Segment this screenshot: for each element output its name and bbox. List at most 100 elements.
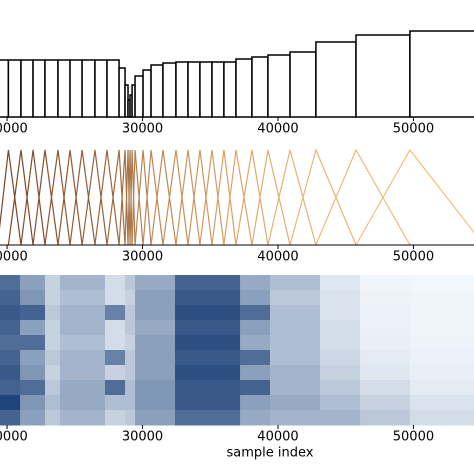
heat-cell xyxy=(44,275,61,291)
heat-cell xyxy=(0,395,21,411)
x-tick-label: 30000 xyxy=(122,250,163,265)
heat-cell xyxy=(240,290,271,306)
filter-triangle xyxy=(289,148,357,246)
x-tick-label: 40000 xyxy=(257,430,298,445)
bar xyxy=(211,61,225,118)
heat-cell xyxy=(44,365,61,381)
heat-cell xyxy=(0,275,21,291)
bar xyxy=(355,34,411,118)
heat-cell xyxy=(269,275,321,291)
bar xyxy=(0,59,10,118)
heat-cell xyxy=(60,290,106,306)
heat-cell xyxy=(409,350,474,366)
heat-cell xyxy=(240,305,271,321)
heat-cell xyxy=(360,410,411,426)
heat-cell xyxy=(269,410,321,426)
heat-cell xyxy=(175,380,241,396)
filter-triangle xyxy=(150,149,177,246)
heat-cell xyxy=(269,365,321,381)
filter-triangle xyxy=(187,149,213,246)
bar xyxy=(57,59,71,118)
heat-cell xyxy=(104,350,126,366)
heat-cell xyxy=(319,290,361,306)
filter-triangle xyxy=(131,149,144,246)
heat-cell xyxy=(125,290,136,306)
heat-cell xyxy=(0,350,21,366)
heat-cell xyxy=(135,335,176,351)
x-tick-label: 30000 xyxy=(122,122,163,137)
heat-cell xyxy=(175,410,241,426)
heat-cell xyxy=(20,380,46,396)
filter-triangle xyxy=(134,149,152,246)
heat-cell xyxy=(135,305,176,321)
filter-triangle xyxy=(7,149,34,246)
heat-cell xyxy=(60,365,106,381)
heat-cell xyxy=(104,395,126,411)
filter-triangle xyxy=(223,149,253,246)
heat-cell xyxy=(319,380,361,396)
bar xyxy=(106,59,120,118)
heat-cell xyxy=(360,350,411,366)
heat-cell xyxy=(0,305,21,321)
bar xyxy=(267,54,291,118)
heat-cell xyxy=(240,380,271,396)
x-tick-label: 30000 xyxy=(122,430,163,445)
bar xyxy=(235,58,253,118)
heat-cell xyxy=(240,320,271,336)
heat-cell xyxy=(44,410,61,426)
heat-cell xyxy=(20,365,46,381)
heat-cell xyxy=(409,290,474,306)
heat-cell xyxy=(135,365,176,381)
heat-cell xyxy=(409,395,474,411)
bar xyxy=(223,61,237,118)
heat-cell xyxy=(319,275,361,291)
bar xyxy=(32,59,46,118)
heat-cell xyxy=(360,305,411,321)
x-tick-label: 20000 xyxy=(0,430,28,445)
bar xyxy=(7,59,22,118)
heat-cell xyxy=(60,395,106,411)
heat-cell xyxy=(135,410,176,426)
heat-cell xyxy=(175,275,241,291)
bar xyxy=(81,59,96,118)
filter-triangle xyxy=(106,149,126,246)
heat-cell xyxy=(319,305,361,321)
heat-cell xyxy=(269,290,321,306)
heat-cell xyxy=(0,380,21,396)
heat-cell xyxy=(125,365,136,381)
heat-cell xyxy=(125,335,136,351)
heat-cell xyxy=(409,305,474,321)
filter-triangle xyxy=(118,149,129,246)
heat-cell xyxy=(20,305,46,321)
bar xyxy=(44,59,59,118)
bar xyxy=(118,67,126,118)
heat-cell xyxy=(104,380,126,396)
x-tick-label: 20000 xyxy=(0,250,28,265)
heat-cell xyxy=(269,380,321,396)
heat-cell xyxy=(240,350,271,366)
filter-triangle xyxy=(32,149,59,246)
heat-cell xyxy=(20,410,46,426)
heat-cell xyxy=(409,365,474,381)
heat-cell xyxy=(240,395,271,411)
heat-cell xyxy=(409,335,474,351)
x-tick-label: 40000 xyxy=(257,250,298,265)
heat-cell xyxy=(104,275,126,291)
filter-triangle xyxy=(94,149,120,246)
filter-triangle xyxy=(211,149,237,246)
filter-triangle xyxy=(142,149,164,246)
bar xyxy=(251,56,269,118)
heat-cell xyxy=(360,380,411,396)
heat-cell xyxy=(44,320,61,336)
filter-triangle xyxy=(355,148,474,246)
x-tick-label: 40000 xyxy=(257,122,298,137)
heat-cell xyxy=(175,290,241,306)
bar xyxy=(199,61,213,118)
heat-cell xyxy=(125,350,136,366)
heat-cell xyxy=(269,335,321,351)
x-tick-label: 50000 xyxy=(393,250,434,265)
filter-triangle xyxy=(315,148,411,246)
filter-triangle xyxy=(251,149,291,246)
bar xyxy=(175,61,189,118)
heat-cell xyxy=(175,335,241,351)
